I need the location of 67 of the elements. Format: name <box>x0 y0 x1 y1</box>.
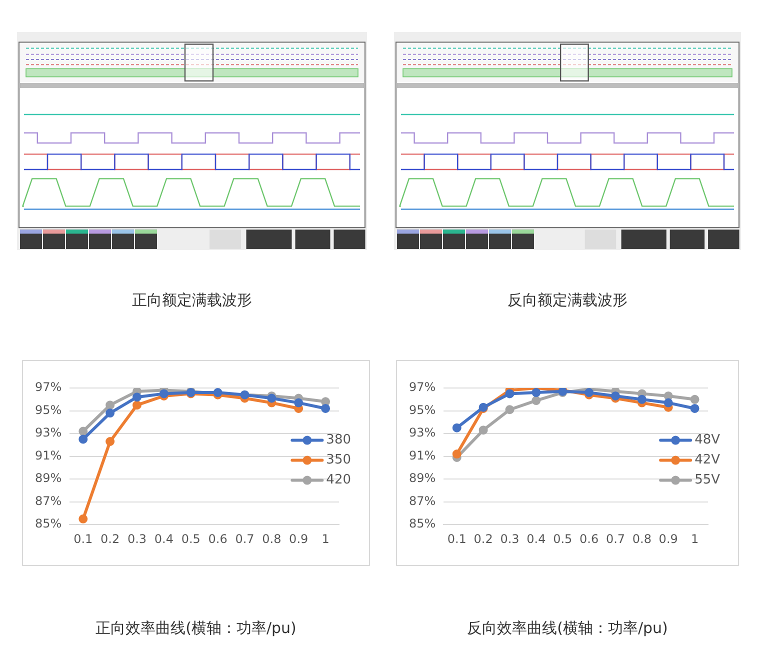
y-tick-label: 97% <box>409 380 436 394</box>
y-tick-label: 87% <box>35 494 62 508</box>
point <box>452 450 462 459</box>
y-tick-label: 93% <box>409 426 436 440</box>
x-tick-label: 0.6 <box>580 532 599 546</box>
x-tick-label: 0.8 <box>262 532 282 546</box>
point <box>452 423 462 432</box>
point <box>505 389 514 398</box>
legend-label: 380 <box>326 432 352 448</box>
text: 反向效率曲线(横轴：功率/pu) <box>466 619 669 638</box>
text: 正向额定满载波形 <box>131 291 253 310</box>
y-tick-label: 95% <box>35 402 62 417</box>
y-tick-label: 97% <box>35 380 62 394</box>
text: 正向效率曲线(横轴：功率/pu) <box>94 619 298 638</box>
point <box>78 426 88 436</box>
x-tick-label: 0.4 <box>526 532 546 546</box>
x-tick-label: 1 <box>690 532 699 546</box>
x-tick-label: 0.4 <box>154 532 174 546</box>
x-tick-label: 0.3 <box>500 532 520 546</box>
x-tick-label: 0.9 <box>658 532 678 546</box>
x-tick-label: 0.2 <box>100 532 120 546</box>
point <box>132 392 142 402</box>
y-tick-label: 89% <box>35 471 62 486</box>
legend-label: 42V <box>694 452 720 468</box>
point <box>78 434 88 444</box>
text: 反向额定满载波形 <box>506 291 628 310</box>
point <box>532 396 541 406</box>
point <box>78 514 88 524</box>
point <box>532 388 541 398</box>
y-tick-label: 93% <box>35 426 62 440</box>
point <box>106 437 115 446</box>
x-tick-label: 1 <box>322 532 330 546</box>
y-tick-label: 87% <box>409 494 436 508</box>
x-tick-label: 0.7 <box>235 532 254 546</box>
point <box>294 398 304 408</box>
x-tick-label: 0.7 <box>606 532 626 546</box>
point <box>132 400 142 410</box>
point <box>637 394 646 404</box>
x-tick-label: 0.1 <box>447 532 466 546</box>
x-tick-label: 0.6 <box>208 532 228 546</box>
x-tick-label: 0.9 <box>289 532 308 546</box>
point <box>478 426 488 435</box>
x-tick-label: 0.5 <box>553 532 572 546</box>
y-tick-label: 89% <box>409 471 436 486</box>
legend-label: 350 <box>326 452 352 468</box>
x-tick-label: 0.3 <box>127 532 147 546</box>
legend-label: 55V <box>694 472 720 488</box>
y-tick-label: 85% <box>409 516 436 531</box>
point <box>321 404 330 413</box>
legend-label: 420 <box>326 472 352 488</box>
point <box>610 391 620 400</box>
x-tick-label: 0.8 <box>632 532 652 546</box>
point <box>267 394 276 403</box>
x-tick-label: 0.1 <box>74 532 93 546</box>
y-tick-label: 91% <box>35 448 62 462</box>
point <box>505 405 514 414</box>
y-tick-label: 85% <box>35 516 62 531</box>
point <box>690 404 700 413</box>
point <box>690 394 700 404</box>
y-tick-label: 91% <box>409 448 436 462</box>
y-tick-label: 95% <box>409 402 436 417</box>
x-tick-label: 0.2 <box>474 532 493 546</box>
x-tick-label: 0.5 <box>181 532 200 546</box>
legend-label: 48V <box>694 432 720 448</box>
point <box>664 398 673 408</box>
point <box>106 400 115 410</box>
point <box>106 408 115 418</box>
